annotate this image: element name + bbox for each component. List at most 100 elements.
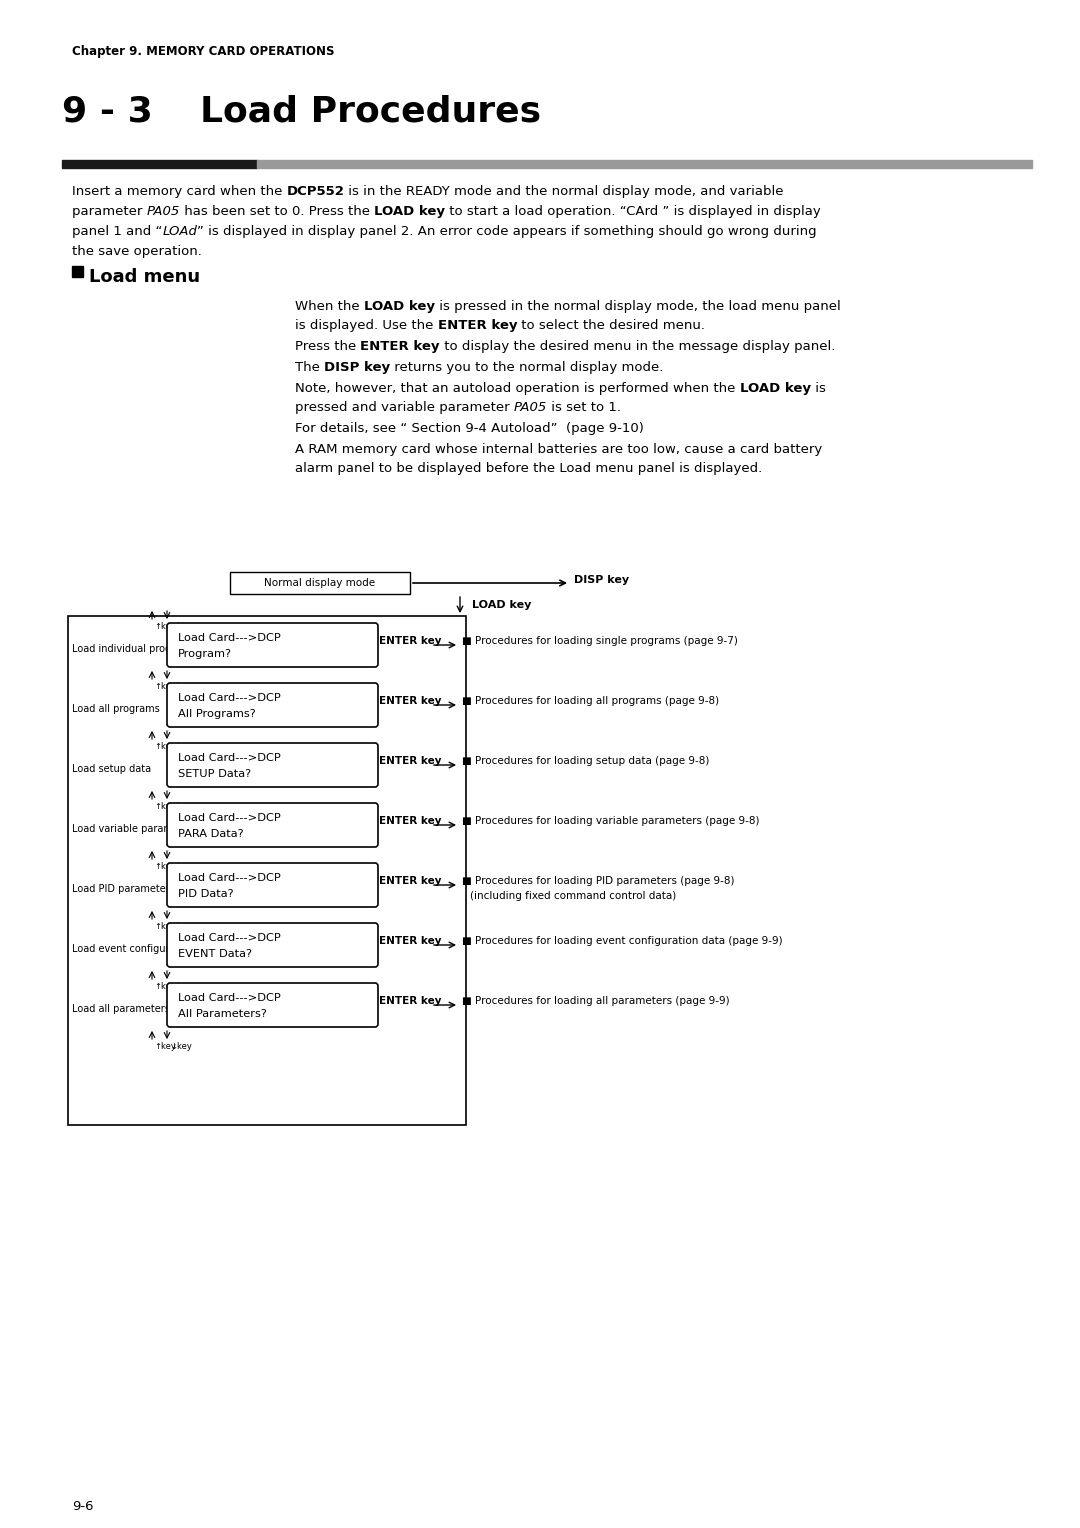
Text: pressed and variable parameter: pressed and variable parameter bbox=[295, 400, 514, 414]
Text: LOAD key: LOAD key bbox=[740, 382, 811, 396]
FancyBboxPatch shape bbox=[167, 923, 378, 967]
Text: LOAD key: LOAD key bbox=[472, 601, 531, 610]
Text: ↑key: ↑key bbox=[154, 681, 176, 691]
Text: ↓key: ↓key bbox=[170, 743, 192, 750]
Text: ■ Procedures for loading all programs (page 9-8): ■ Procedures for loading all programs (p… bbox=[462, 695, 719, 706]
Text: DISP key: DISP key bbox=[324, 361, 390, 374]
Text: ENTER key: ENTER key bbox=[379, 876, 442, 886]
Text: ↑key: ↑key bbox=[154, 622, 176, 631]
Text: All Parameters?: All Parameters? bbox=[178, 1008, 267, 1019]
Text: ↓key: ↓key bbox=[170, 862, 192, 871]
Text: returns you to the normal display mode.: returns you to the normal display mode. bbox=[390, 361, 663, 374]
Text: ■ Procedures for loading all parameters (page 9-9): ■ Procedures for loading all parameters … bbox=[462, 996, 730, 1005]
Text: DCP552: DCP552 bbox=[286, 185, 345, 199]
Text: Load PID parameters: Load PID parameters bbox=[72, 885, 175, 894]
Text: has been set to 0. Press the: has been set to 0. Press the bbox=[180, 205, 374, 219]
Text: (including fixed command control data): (including fixed command control data) bbox=[470, 891, 676, 902]
Text: Load Card--->DCP: Load Card--->DCP bbox=[178, 753, 281, 762]
Text: Note, however, that an autoload operation is performed when the: Note, however, that an autoload operatio… bbox=[295, 382, 740, 396]
Text: SETUP Data?: SETUP Data? bbox=[178, 769, 252, 779]
FancyBboxPatch shape bbox=[167, 804, 378, 847]
Text: Load Procedures: Load Procedures bbox=[200, 95, 541, 128]
Text: DISP key: DISP key bbox=[573, 575, 630, 585]
Text: Load Card--->DCP: Load Card--->DCP bbox=[178, 993, 281, 1002]
FancyBboxPatch shape bbox=[167, 743, 378, 787]
Text: ■ Procedures for loading single programs (page 9-7): ■ Procedures for loading single programs… bbox=[462, 636, 738, 646]
Text: ENTER key: ENTER key bbox=[379, 996, 442, 1005]
FancyBboxPatch shape bbox=[167, 683, 378, 727]
Text: Load variable parameters: Load variable parameters bbox=[72, 824, 198, 834]
Text: ↑key: ↑key bbox=[154, 921, 176, 931]
Text: LOAD key: LOAD key bbox=[374, 205, 445, 219]
Text: Load all programs: Load all programs bbox=[72, 704, 160, 714]
Text: The: The bbox=[295, 361, 324, 374]
Text: ↓key: ↓key bbox=[170, 802, 192, 811]
Text: Load individual programs: Load individual programs bbox=[72, 643, 195, 654]
Text: When the: When the bbox=[295, 299, 364, 313]
Text: is set to 1.: is set to 1. bbox=[548, 400, 621, 414]
Bar bbox=[62, 160, 257, 168]
Text: Normal display mode: Normal display mode bbox=[265, 578, 376, 588]
Text: ” is displayed in display panel 2. An error code appears if something should go : ” is displayed in display panel 2. An er… bbox=[198, 225, 816, 238]
Text: Load all parameters: Load all parameters bbox=[72, 1004, 170, 1015]
Text: Load Card--->DCP: Load Card--->DCP bbox=[178, 813, 281, 824]
Text: ↑key: ↑key bbox=[154, 802, 176, 811]
Text: ENTER key: ENTER key bbox=[379, 695, 442, 706]
Text: PA05: PA05 bbox=[147, 205, 180, 219]
Text: Press the: Press the bbox=[295, 341, 361, 353]
Text: panel 1 and “: panel 1 and “ bbox=[72, 225, 162, 238]
Text: LOAd: LOAd bbox=[162, 225, 198, 238]
FancyBboxPatch shape bbox=[167, 623, 378, 668]
Text: ENTER key: ENTER key bbox=[379, 756, 442, 766]
Text: Load Card--->DCP: Load Card--->DCP bbox=[178, 934, 281, 943]
Text: ENTER key: ENTER key bbox=[379, 636, 442, 646]
Text: ↓key: ↓key bbox=[170, 1042, 192, 1051]
Text: 9-6: 9-6 bbox=[72, 1500, 94, 1513]
Text: Chapter 9. MEMORY CARD OPERATIONS: Chapter 9. MEMORY CARD OPERATIONS bbox=[72, 44, 335, 58]
Text: is: is bbox=[811, 382, 825, 396]
Bar bbox=[72, 266, 83, 277]
Text: PARA Data?: PARA Data? bbox=[178, 830, 244, 839]
Text: Load event configuration data: Load event configuration data bbox=[72, 944, 219, 953]
Text: ↑key: ↑key bbox=[154, 1042, 176, 1051]
Text: to display the desired menu in the message display panel.: to display the desired menu in the messa… bbox=[440, 341, 835, 353]
Text: Load Card--->DCP: Load Card--->DCP bbox=[178, 633, 281, 643]
Text: ↑key: ↑key bbox=[154, 983, 176, 992]
Bar bbox=[68, 616, 465, 1125]
Text: LOAD key: LOAD key bbox=[364, 299, 435, 313]
Text: ENTER key: ENTER key bbox=[379, 816, 442, 827]
FancyBboxPatch shape bbox=[167, 983, 378, 1027]
Text: ■ Procedures for loading event configuration data (page 9-9): ■ Procedures for loading event configura… bbox=[462, 937, 783, 946]
Text: 9 - 3: 9 - 3 bbox=[62, 95, 152, 128]
Text: ↓key: ↓key bbox=[170, 622, 192, 631]
Text: is in the READY mode and the normal display mode, and variable: is in the READY mode and the normal disp… bbox=[345, 185, 784, 199]
Text: Program?: Program? bbox=[178, 649, 232, 659]
Text: ■ Procedures for loading PID parameters (page 9-8): ■ Procedures for loading PID parameters … bbox=[462, 876, 734, 886]
Text: the save operation.: the save operation. bbox=[72, 244, 202, 258]
Text: is displayed. Use the: is displayed. Use the bbox=[295, 319, 437, 332]
Text: Insert a memory card when the: Insert a memory card when the bbox=[72, 185, 286, 199]
Text: PA05: PA05 bbox=[514, 400, 548, 414]
Text: ↓key: ↓key bbox=[170, 681, 192, 691]
Text: Load Card--->DCP: Load Card--->DCP bbox=[178, 872, 281, 883]
Text: ■ Procedures for loading variable parameters (page 9-8): ■ Procedures for loading variable parame… bbox=[462, 816, 759, 827]
Text: ↑key: ↑key bbox=[154, 743, 176, 750]
Text: to select the desired menu.: to select the desired menu. bbox=[517, 319, 705, 332]
Text: alarm panel to be displayed before the Load menu panel is displayed.: alarm panel to be displayed before the L… bbox=[295, 461, 762, 475]
Text: ENTER key: ENTER key bbox=[437, 319, 517, 332]
Text: ↓key: ↓key bbox=[170, 921, 192, 931]
Text: PID Data?: PID Data? bbox=[178, 889, 233, 898]
Text: ↑key: ↑key bbox=[154, 862, 176, 871]
Text: ■ Procedures for loading setup data (page 9-8): ■ Procedures for loading setup data (pag… bbox=[462, 756, 710, 766]
Text: All Programs?: All Programs? bbox=[178, 709, 256, 720]
Text: ENTER key: ENTER key bbox=[379, 937, 442, 946]
Bar bbox=[257, 160, 1032, 168]
Text: A RAM memory card whose internal batteries are too low, cause a card battery: A RAM memory card whose internal batteri… bbox=[295, 443, 822, 455]
Text: ENTER key: ENTER key bbox=[361, 341, 440, 353]
Text: Load setup data: Load setup data bbox=[72, 764, 151, 775]
Bar bbox=[230, 571, 410, 594]
Text: Load menu: Load menu bbox=[89, 267, 200, 286]
Text: EVENT Data?: EVENT Data? bbox=[178, 949, 252, 960]
Text: parameter: parameter bbox=[72, 205, 147, 219]
Text: to start a load operation. “CArd ” is displayed in display: to start a load operation. “CArd ” is di… bbox=[445, 205, 821, 219]
